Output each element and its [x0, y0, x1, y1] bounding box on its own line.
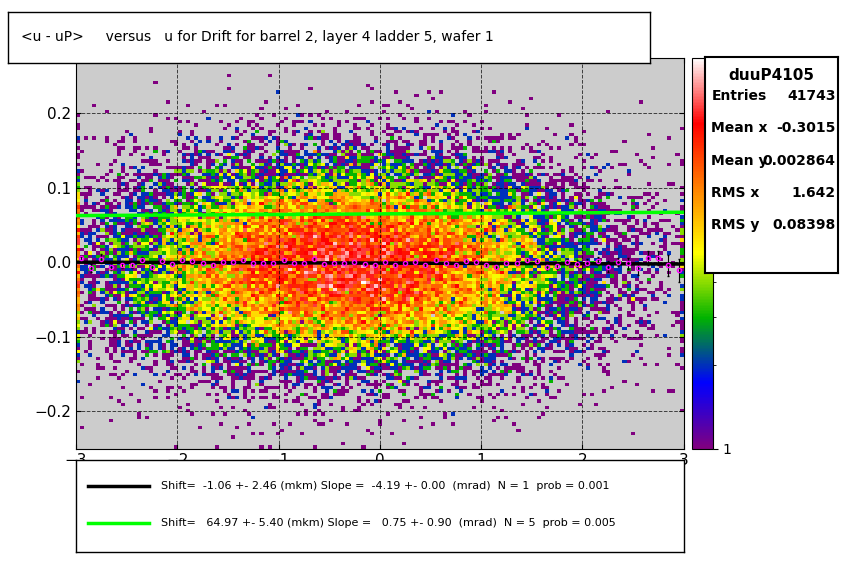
X-axis label: ../Pass49_TpcSsd_QPlotsG40GNFP25rCut0.5cm.root: ../Pass49_TpcSsd_QPlotsG40GNFP25rCut0.5c…: [219, 473, 541, 485]
Text: RMS x: RMS x: [711, 186, 760, 200]
Text: 41743: 41743: [787, 89, 836, 103]
Text: 0.08398: 0.08398: [772, 218, 836, 232]
Text: 0.002864: 0.002864: [762, 154, 836, 168]
Text: duuP4105: duuP4105: [728, 68, 814, 83]
Text: RMS y: RMS y: [711, 218, 760, 232]
Text: Mean x: Mean x: [711, 121, 768, 136]
Text: Shift=  -1.06 +- 2.46 (mkm) Slope =  -4.19 +- 0.00  (mrad)  N = 1  prob = 0.001: Shift= -1.06 +- 2.46 (mkm) Slope = -4.19…: [161, 481, 609, 490]
Text: Entries: Entries: [711, 89, 766, 103]
Text: Mean y: Mean y: [711, 154, 768, 168]
Text: Shift=   64.97 +- 5.40 (mkm) Slope =   0.75 +- 0.90  (mrad)  N = 5  prob = 0.005: Shift= 64.97 +- 5.40 (mkm) Slope = 0.75 …: [161, 518, 616, 527]
Text: -0.3015: -0.3015: [776, 121, 836, 136]
Text: 1.642: 1.642: [792, 186, 836, 200]
Text: <u - uP>     versus   u for Drift for barrel 2, layer 4 ladder 5, wafer 1: <u - uP> versus u for Drift for barrel 2…: [21, 30, 494, 44]
